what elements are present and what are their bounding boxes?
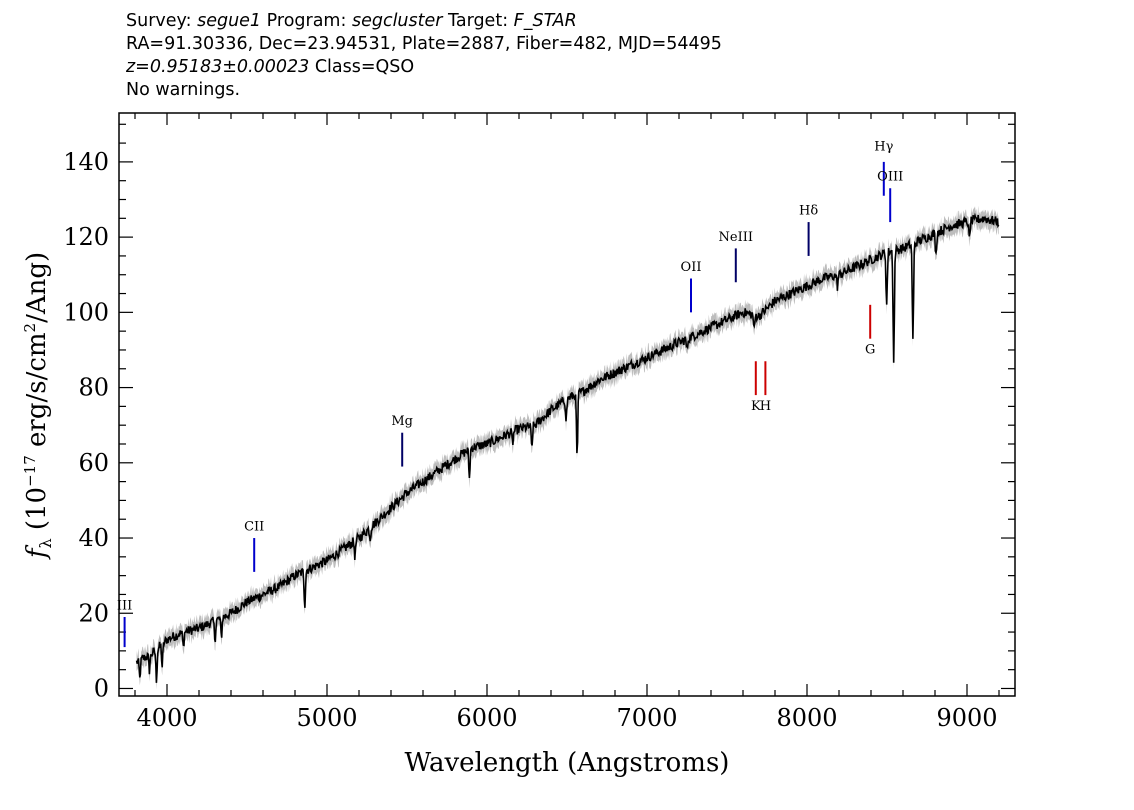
error-band-area — [136, 205, 999, 690]
spectrum-header: Survey: segue1 Program: segcluster Targe… — [126, 10, 722, 102]
redshift-value: z=0.95183±0.00023 — [126, 57, 310, 77]
target-label: Target: — [448, 11, 509, 31]
program-label: Program: — [266, 11, 347, 31]
line-marker-label: Hγ — [874, 140, 893, 155]
line-marker-label: OII — [681, 260, 702, 275]
y-tick-label: 140 — [63, 148, 109, 176]
spectral-line-markers: Hγ OIII Hδ NeIII OII Mg CII III K H G — [117, 140, 903, 648]
y-axis-title-sub: λ — [36, 538, 55, 548]
survey-value: segue1 — [197, 11, 262, 31]
error-band — [136, 205, 999, 690]
y-axis-title: fλ (10−17 erg/s/cm2/Ang) — [21, 252, 55, 560]
header-line-3: z=0.95183±0.00023 Class=QSO — [126, 56, 722, 79]
y-tick-label: 120 — [63, 223, 109, 251]
plot-frame — [118, 112, 1016, 697]
line-marker-label: Hδ — [799, 204, 818, 219]
axis-ticks — [119, 113, 1015, 696]
program-value: segcluster — [351, 11, 443, 31]
x-tick-label: 7000 — [616, 704, 677, 732]
y-tick-label: 80 — [78, 374, 109, 402]
x-tick-label: 8000 — [776, 704, 837, 732]
x-tick-labels: 4000 5000 6000 7000 8000 9000 — [136, 704, 997, 732]
x-tick-label: 4000 — [136, 704, 197, 732]
line-marker-label: OIII — [877, 170, 903, 185]
y-tick-label: 40 — [78, 524, 109, 552]
line-marker-label: H — [760, 399, 771, 414]
y-axis-title-units: erg/s/cm — [22, 332, 52, 455]
class-value: Class=QSO — [314, 57, 415, 77]
spectrum-series — [135, 212, 1000, 683]
y-tick-labels: 0 20 40 60 80 100 120 140 — [63, 148, 109, 703]
line-marker-label: III — [117, 598, 132, 613]
survey-label: Survey: — [126, 11, 192, 31]
y-tick-label: 20 — [78, 599, 109, 627]
spectrum-line — [135, 212, 1000, 683]
header-line-2: RA=91.30336, Dec=23.94531, Plate=2887, F… — [126, 34, 722, 54]
x-tick-label: 6000 — [456, 704, 517, 732]
x-tick-label: 9000 — [936, 704, 997, 732]
y-axis-title-rest: (10 — [22, 487, 52, 539]
y-axis-title-end: /Ang) — [22, 252, 52, 323]
line-marker-label: Mg — [391, 414, 413, 429]
warnings-text: No warnings. — [126, 80, 241, 100]
y-tick-label: 100 — [63, 298, 109, 326]
line-marker-label: K — [751, 399, 761, 414]
line-marker-label: G — [865, 343, 875, 358]
y-axis-title-exp: −17 — [21, 455, 39, 487]
x-axis-title: Wavelength (Angstroms) — [405, 748, 730, 778]
y-tick-label: 0 — [94, 674, 109, 702]
y-axis-title-sq: 2 — [21, 323, 39, 333]
y-tick-label: 60 — [78, 449, 109, 477]
x-tick-label: 5000 — [296, 704, 357, 732]
line-marker-label: NeIII — [719, 230, 753, 245]
target-value: F_STAR — [513, 11, 577, 31]
header-line-1: Survey: segue1 Program: segcluster Targe… — [126, 10, 722, 33]
line-marker-label: CII — [244, 520, 264, 535]
